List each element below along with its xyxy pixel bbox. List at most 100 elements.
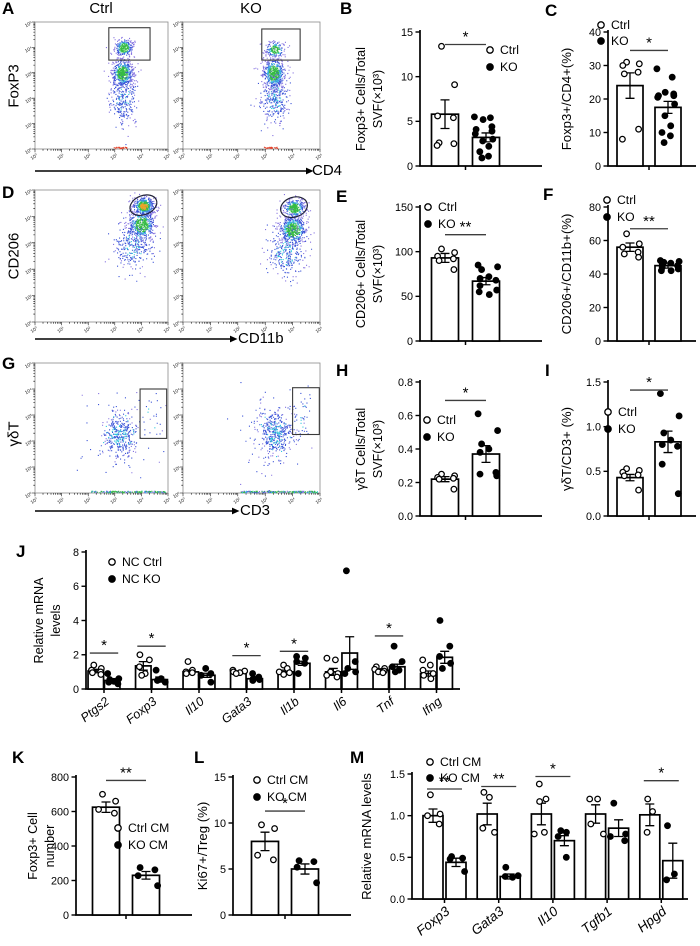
legend-label: KO — [500, 60, 518, 74]
flow-x-axis-label-cd4: CD4 — [312, 162, 343, 179]
scatter-points — [250, 41, 292, 132]
data-point — [449, 474, 457, 482]
x-tick-label: 10³ — [260, 496, 270, 505]
x-tick-label: 10⁵ — [163, 326, 173, 335]
y-tick-label: 0.4 — [398, 444, 413, 456]
y-axis-label: Relative mRNA levels — [359, 773, 374, 900]
error-bar — [645, 803, 655, 827]
data-point — [310, 858, 318, 866]
data-point — [658, 129, 666, 136]
y-tick-label: 0.5 — [390, 852, 405, 864]
x-ticks — [443, 899, 663, 903]
y-tick-label: 10³ — [24, 241, 33, 250]
data-point — [152, 666, 160, 674]
x-tick-label: 10¹ — [205, 325, 215, 334]
axis-ticks — [31, 21, 169, 153]
scatter-points — [108, 197, 161, 282]
sig-stars: ** — [120, 764, 132, 781]
y-tick-label: 0 — [220, 910, 226, 922]
axis-ticks — [31, 362, 169, 497]
data-point — [438, 665, 446, 672]
data-point — [398, 658, 406, 666]
y-tick-label: 8 — [73, 547, 79, 559]
y-tick-label: 10¹ — [24, 122, 33, 131]
data-point — [623, 230, 631, 238]
data-point — [145, 656, 153, 664]
legend-label: KO CM — [440, 771, 480, 785]
y-axis-label: γδT/CD3+ (%) — [559, 407, 574, 491]
data-point — [323, 671, 331, 679]
legend-label: KO — [437, 430, 455, 444]
bar-chart-cd206-svf: 0 50 100 150 **Ctrl KO CD206+ Cells/Total SVF(×… — [354, 200, 542, 348]
data-point — [479, 116, 487, 123]
axis-ticks — [179, 189, 321, 326]
y-tick-label: 0 — [595, 336, 601, 348]
data-point — [478, 266, 486, 273]
category-label: Tnf — [374, 693, 398, 716]
x-tick-label: 10⁵ — [315, 326, 325, 335]
data-point — [514, 872, 522, 880]
data-point — [138, 671, 146, 679]
data-point — [530, 830, 538, 838]
y-tick-label: 1.5 — [390, 769, 405, 781]
y-tick-label: 10² — [24, 96, 33, 105]
y-tick-label: 10 — [401, 71, 413, 83]
data-point — [391, 668, 399, 676]
legend-marker-open — [253, 776, 261, 784]
data-point — [666, 132, 674, 140]
flow-y-axis-label-foxp3: FoxP3 — [5, 64, 23, 108]
sig-stars: * — [291, 635, 297, 652]
error-bar — [300, 863, 310, 875]
x-tick-label: 10² — [233, 152, 243, 161]
sig-stars: * — [550, 761, 556, 778]
data-point — [478, 440, 486, 448]
data-point — [450, 140, 458, 148]
data-point — [649, 808, 657, 815]
y-tick-label: 0.0 — [398, 511, 413, 523]
data-point — [426, 661, 434, 669]
data-point — [232, 670, 240, 678]
data-point — [586, 795, 594, 803]
data-point — [488, 127, 496, 135]
category-label: Gata3 — [468, 903, 507, 938]
y-axis-label: CD206+/CD11b+(%) — [559, 214, 574, 335]
data-point — [136, 651, 144, 659]
legend-marker-filled — [604, 425, 612, 433]
legend-label: KO — [618, 422, 636, 436]
data-point — [451, 249, 459, 256]
data-point — [470, 113, 478, 121]
x-tick-label: 10¹ — [56, 152, 66, 161]
data-point — [663, 876, 671, 884]
x-tick-label: 10⁰ — [178, 153, 188, 162]
y-tick-label: 10¹ — [24, 294, 33, 303]
error-bar — [260, 831, 270, 852]
x-tick-label: 10² — [83, 325, 93, 334]
gate — [139, 388, 168, 439]
data-point — [494, 263, 502, 271]
data-point — [486, 114, 494, 122]
panel-letter-G: G — [2, 354, 16, 373]
sig-stars: ** — [493, 771, 505, 788]
data-point — [293, 658, 301, 666]
axis-arrow-head — [232, 507, 240, 515]
x-tick-label: 10⁴ — [287, 497, 297, 506]
panel-letter-I: I — [545, 361, 550, 380]
legend-label: Ctrl CM — [128, 821, 169, 835]
data-point — [635, 240, 643, 248]
data-point — [660, 139, 668, 146]
legend-label: Ctrl — [618, 405, 637, 419]
data-point — [97, 671, 105, 678]
data-point — [476, 148, 484, 156]
y-axis-label: Foxp3+ Cell — [26, 812, 40, 880]
flow-y-axis-label-gdt: γδT — [5, 421, 23, 447]
x-tick-label: 10⁰ — [178, 497, 188, 506]
data-point — [105, 678, 113, 686]
data-point — [154, 882, 162, 890]
x-tick-label: 10⁴ — [287, 326, 297, 335]
data-point — [670, 870, 678, 878]
data-point — [449, 114, 457, 122]
data-point — [489, 135, 497, 143]
data-point — [151, 866, 159, 874]
